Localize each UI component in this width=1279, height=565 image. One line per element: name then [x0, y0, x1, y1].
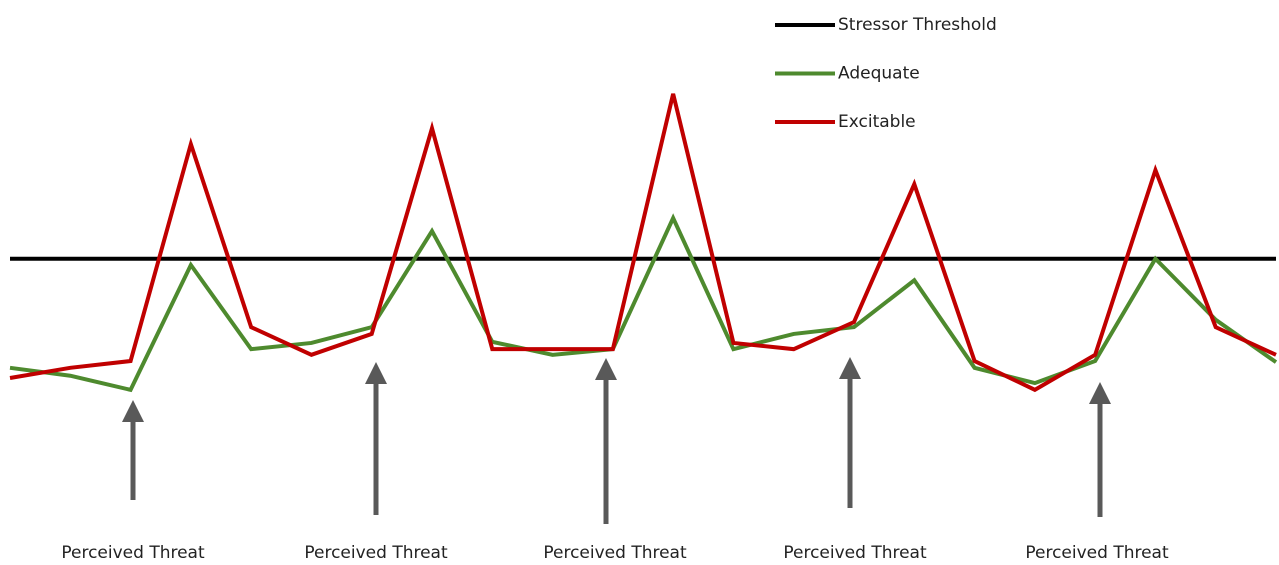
annotation: Perceived Threat — [61, 543, 205, 563]
annotation: Perceived Threat — [543, 543, 687, 563]
arrow-head — [365, 362, 387, 384]
series-line — [9, 213, 1278, 393]
series-line — [9, 93, 1277, 393]
arrow-head — [595, 358, 617, 380]
legend-label: Excitable — [838, 112, 916, 132]
arrow-head — [1089, 382, 1111, 404]
annotation: Perceived Threat — [304, 543, 448, 563]
annotation: Perceived Threat — [1025, 543, 1169, 563]
legend-label: Stressor Threshold — [838, 15, 997, 35]
arrow-head — [122, 400, 144, 422]
annotation: Perceived Threat — [783, 543, 927, 563]
arrow-head — [839, 357, 861, 379]
legend-label: Adequate — [838, 64, 920, 84]
